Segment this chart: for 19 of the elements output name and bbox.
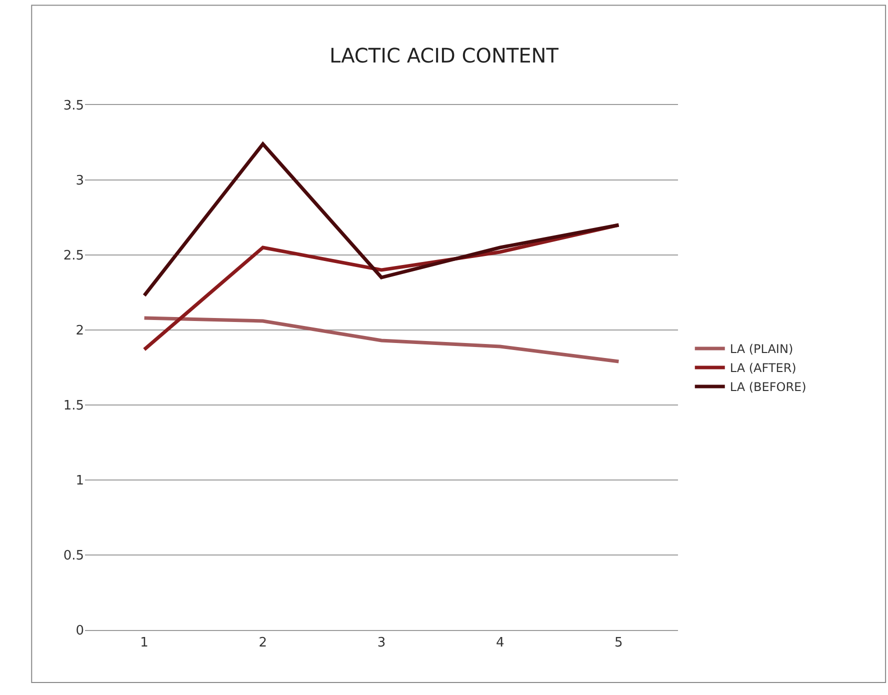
legend-label: LA (BEFORE) <box>730 380 806 394</box>
legend-label: LA (PLAIN) <box>730 342 794 356</box>
y-tick-label: 1.5 <box>63 398 84 414</box>
line-series <box>142 316 620 364</box>
x-tick-label: 2 <box>258 636 268 651</box>
line-series <box>142 142 620 298</box>
y-tick-label: 0.5 <box>63 548 84 564</box>
y-tick-label: 1 <box>76 474 84 489</box>
legend-label: LA (AFTER) <box>730 361 796 376</box>
x-tick-label: 3 <box>377 636 386 651</box>
y-tick-label: 2.5 <box>63 248 84 264</box>
y-tick-label: 3.5 <box>63 98 84 114</box>
y-tick-label: 2 <box>76 324 84 339</box>
x-tick-label: 1 <box>140 636 148 651</box>
chart-title: LACTIC ACID CONTENT <box>330 44 560 68</box>
y-tick-label: 3 <box>76 174 84 189</box>
x-tick-label: 4 <box>496 636 504 651</box>
x-tick-label: 5 <box>614 636 623 651</box>
y-tick-label: 0 <box>76 624 84 639</box>
